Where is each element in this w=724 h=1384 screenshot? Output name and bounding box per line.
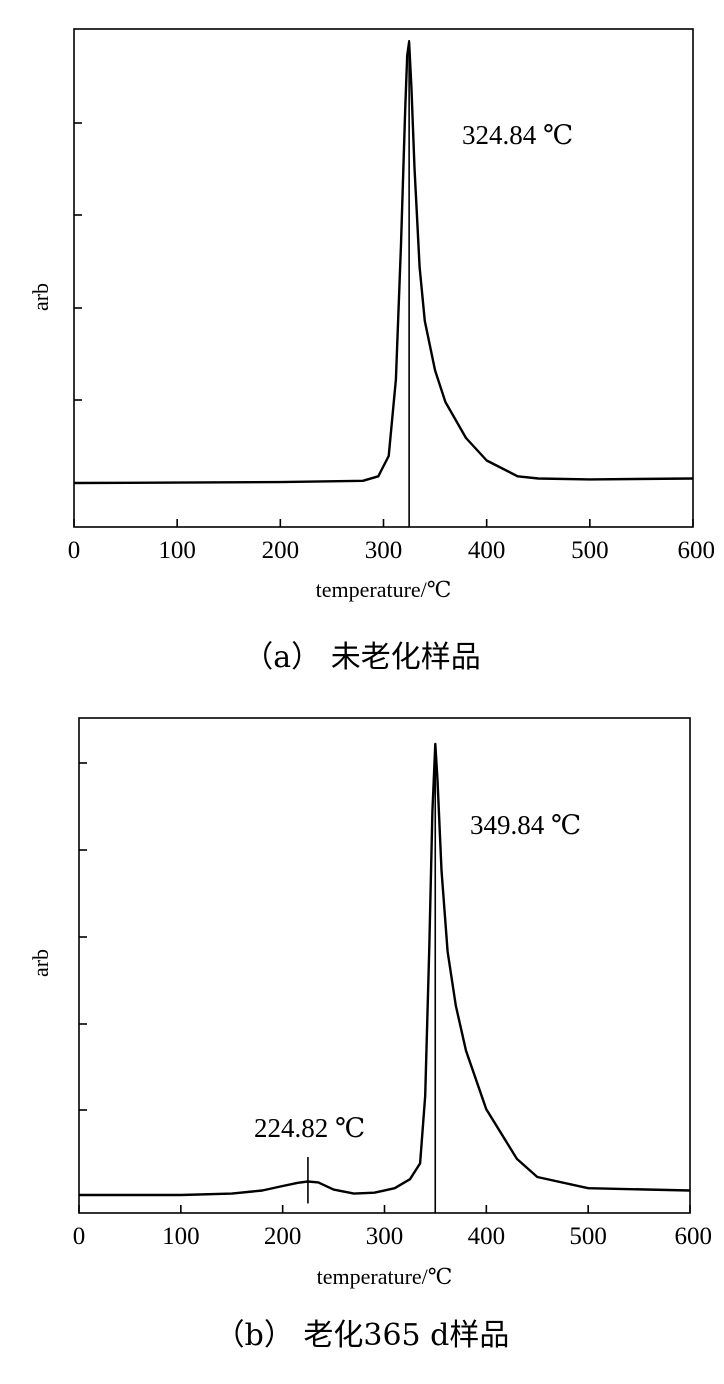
chart-b-x-axis-title: temperature/℃ — [317, 1264, 453, 1289]
chart-b-x-tick-label-600: 600 — [675, 1223, 713, 1250]
chart-a-x-tick-label-0: 0 — [68, 537, 81, 564]
chart-a-peak-label-1: 324.84 ℃ — [462, 120, 573, 150]
chart-b-peak-label-2: 349.84 ℃ — [470, 810, 581, 840]
chart-a-plot-frame — [73, 28, 694, 528]
chart-b-x-tick-label-300: 300 — [366, 1223, 404, 1250]
chart-b-caption: （b） 老化365 d样品 — [215, 1318, 510, 1353]
chart-b-plot-frame — [78, 717, 691, 1214]
chart-a-x-tick-label-300: 300 — [365, 537, 403, 564]
chart-a-x-tick-label-500: 500 — [571, 537, 609, 564]
chart-a-x-tick-label-200: 200 — [262, 537, 300, 564]
chart-a-x-axis-title: temperature/℃ — [316, 577, 452, 602]
chart-a-x-tick-label-600: 600 — [678, 537, 716, 564]
chart-a-x-tick-label-100: 100 — [158, 537, 196, 564]
chart-b-x-tick-label-100: 100 — [162, 1223, 200, 1250]
chart-b-x-tick-label-500: 500 — [569, 1223, 607, 1250]
chart-b-peak-label-1: 224.82 ℃ — [254, 1113, 365, 1143]
chart-b-x-tick-label-0: 0 — [73, 1223, 86, 1250]
chart-b-x-tick-label-400: 400 — [468, 1223, 506, 1250]
chart-b-y-axis-title: arb — [28, 949, 53, 977]
chart-a-x-tick-label-400: 400 — [468, 537, 506, 564]
chart-a-y-axis-title: arb — [28, 283, 53, 311]
chart-a-series-line — [73, 40, 694, 485]
chart-b-x-tick-label-200: 200 — [264, 1223, 302, 1250]
chart-a-caption: （a） 未老化样品 — [243, 640, 480, 675]
chart-b-series-line — [79, 742, 691, 1197]
